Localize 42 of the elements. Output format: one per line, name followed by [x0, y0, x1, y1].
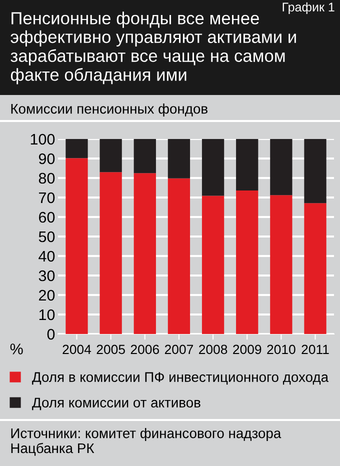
y-axis-title: % — [10, 344, 23, 354]
x-tick-label: 2004 — [62, 344, 92, 354]
x-tick-label: 2010 — [267, 344, 296, 354]
y-tick-label: 100 — [30, 134, 55, 145]
x-tick-label: 2009 — [233, 344, 262, 354]
y-tick-label: 40 — [38, 250, 55, 262]
chart-title: Пенсионные фонды все менее эффективно управляют активами и зарабатывают все чаще на самом факте обладания ими — [10, 12, 296, 84]
bar — [202, 139, 224, 196]
y-tick-label: 80 — [38, 172, 55, 184]
x-tick-label: 2005 — [96, 344, 125, 354]
bar — [134, 139, 156, 174]
bar — [270, 139, 292, 196]
bar — [134, 173, 156, 334]
bar — [270, 195, 292, 334]
bar — [202, 196, 224, 334]
y-tick-label: 50 — [38, 231, 55, 242]
y-tick-label: 20 — [39, 290, 55, 301]
x-tick-label: 2006 — [130, 344, 159, 354]
text: Источники: комитет финансового надзора Нацбанка РК — [11, 428, 282, 456]
bar — [66, 158, 88, 334]
legend-label: Доля комиссии от активов — [32, 398, 200, 410]
bar — [236, 139, 258, 190]
y-tick-label: 60 — [39, 212, 55, 223]
y-tick-label: 70 — [39, 192, 55, 204]
bar — [66, 139, 88, 158]
x-tick-label: 2007 — [164, 344, 193, 354]
y-tick-label: 30 — [38, 270, 55, 282]
bar — [168, 178, 190, 334]
y-tick-label: 0 — [47, 328, 55, 340]
x-tick-label: 2011 — [302, 344, 329, 354]
chart-subtitle: Комиссии пенсионных фондов — [11, 104, 208, 116]
bar — [100, 139, 122, 172]
bar — [100, 172, 122, 334]
y-tick-label: 10 — [39, 309, 55, 320]
legend-label: Доля в комиссии ПФ инвестиционного дохода — [32, 372, 329, 385]
text: График 1 — [282, 2, 334, 14]
bar — [236, 190, 258, 334]
bar — [304, 139, 326, 204]
bar — [168, 139, 190, 178]
bar — [304, 203, 326, 334]
x-tick-label: 2008 — [199, 344, 228, 354]
y-tick-label: 90 — [38, 153, 55, 164]
